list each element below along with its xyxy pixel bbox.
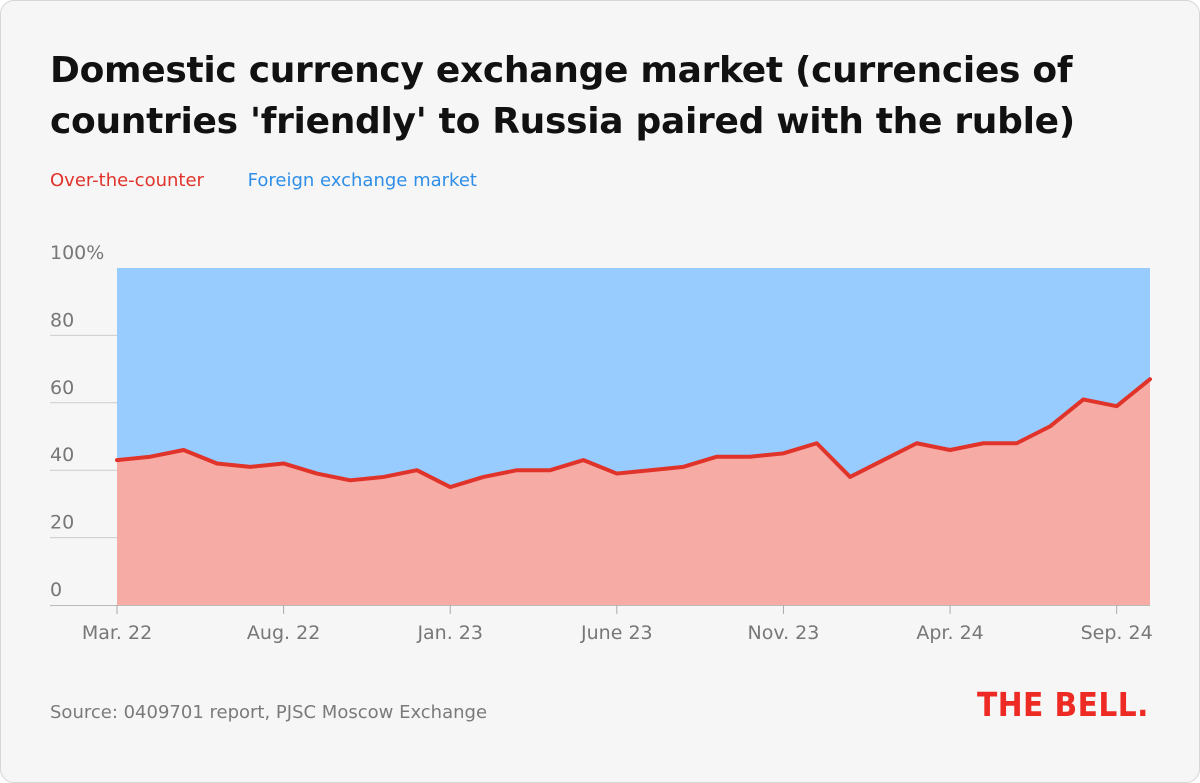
legend-item-over-the-counter: Over-the-counter [50,170,204,191]
series-line-over-the-counter [115,377,1152,490]
series-area-over-the-counter [117,379,1150,605]
source-note: Source: 0409701 report, PJSC Moscow Exch… [50,702,488,723]
y-tick-label: 20 [50,512,74,534]
y-tick-label: 60 [50,377,74,399]
x-tick-label: Nov. 23 [748,622,820,644]
x-tick-label: Jan. 23 [416,622,483,644]
x-tick-label: Aug. 22 [247,622,320,644]
y-tick-label: 40 [50,444,74,466]
x-tick-label: Sep. 24 [1081,622,1153,644]
the-bell-logo: THE BELL. [977,685,1149,724]
y-tick-label: 100% [50,242,104,264]
chart-legend: Over-the-counter Foreign exchange market [50,168,515,194]
chart-title: Domestic currency exchange market (curre… [50,50,1075,142]
x-tick-label: June 23 [580,622,653,644]
x-tick-label: Apr. 24 [916,622,983,644]
y-tick-label: 0 [50,579,62,601]
y-tick-label: 80 [50,309,74,331]
x-tick-label: Mar. 22 [82,622,152,644]
series-area-foreign-exchange-market [117,268,1150,488]
legend-item-foreign-exchange-market: Foreign exchange market [247,170,477,191]
